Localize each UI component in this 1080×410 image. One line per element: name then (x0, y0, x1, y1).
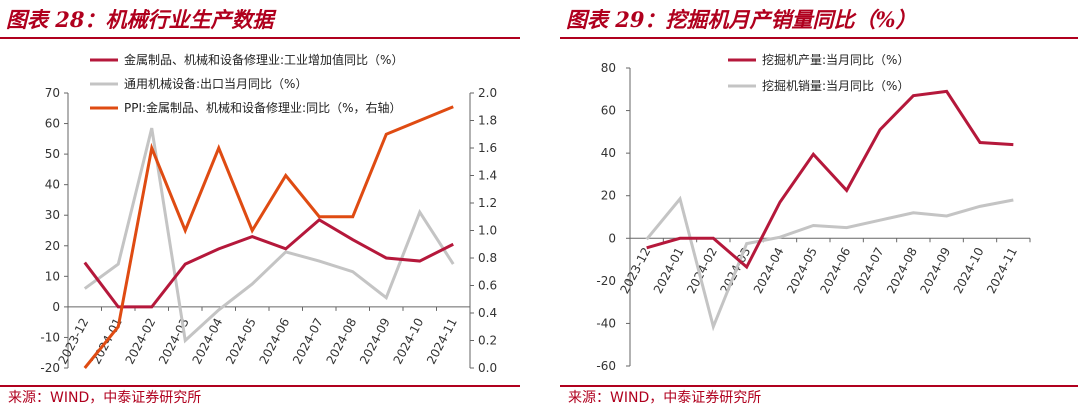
legend-label-1: 金属制品、机械和设备修理业:工业增加值同比（%） (124, 52, 403, 67)
legend-label-3: PPI:金属制品、机械和设备修理业:同比（%，右轴） (124, 100, 402, 115)
x-tick-label: 2024-08 (323, 316, 359, 367)
right-y-tick-label: 1.8 (478, 114, 497, 128)
y-tick-label: 20 (601, 189, 616, 203)
right-y-tick-label: 2.0 (478, 86, 497, 100)
left-y-tick-label: 60 (45, 117, 60, 131)
left-chart-title: 图表 28：机械行业生产数据 (6, 7, 274, 32)
x-tick-label: 2024-07 (290, 316, 326, 367)
x-tick-label: 2024-05 (223, 316, 259, 367)
right-chart-panel: 图表 29：挖掘机月产销量同比（%） -60 -40 -20 0 20 40 60 80 202… (560, 0, 1080, 410)
series-line-1 (646, 89, 1014, 270)
left-y-tick-label: -20 (40, 361, 60, 375)
x-tick-label: 2024-09 (917, 245, 953, 296)
right-title-rule (560, 37, 1078, 39)
legend-label-2: 通用机械设备:出口当月同比（%） (124, 76, 307, 91)
x-tick-label: 2024-02 (122, 316, 158, 367)
x-tick-label: 2024-04 (751, 245, 787, 296)
series-line-2 (645, 195, 1014, 332)
right-y-tick-label: 1.2 (478, 196, 497, 210)
x-tick-label: 2024-08 (884, 245, 920, 296)
x-tick-label: 2024-07 (851, 245, 887, 296)
y-tick-label: 40 (601, 146, 616, 160)
left-y-tick-label: 50 (45, 147, 60, 161)
left-chart-source: 来源：WIND，中泰证券研究所 (8, 390, 202, 406)
right-y-tick-label: 0.6 (478, 279, 497, 293)
left-chart: -20 -10 0 10 20 30 40 50 60 70 0.0 0.2 0.4 0.6 0.8 1.0 1… (40, 52, 497, 375)
x-tick-label: 2023-12 (617, 245, 653, 296)
x-tick-label: 2024-05 (784, 245, 820, 296)
x-tick-label: 2024-11 (424, 316, 460, 367)
x-tick-label: 2024-10 (390, 316, 426, 367)
right-y-tick-label: 0.0 (478, 361, 497, 375)
x-tick-label: 2024-04 (189, 316, 225, 367)
legend-label-1: 挖掘机产量:当月同比（%） (762, 52, 909, 67)
left-y-tick-label: 10 (45, 269, 60, 283)
left-title-rule (0, 37, 520, 39)
left-y-tick-label: -10 (40, 330, 60, 344)
left-y-tick-label: 20 (45, 239, 60, 253)
series-line-3 (83, 105, 454, 369)
y-tick-label: 0 (608, 231, 616, 245)
x-tick-label: 2024-11 (984, 245, 1020, 296)
right-chart-title: 图表 29：挖掘机月产销量同比（%） (566, 7, 917, 32)
series-line-2 (83, 127, 455, 344)
x-tick-label: 2024-10 (951, 245, 987, 296)
right-y-tick-label: 1.4 (478, 169, 497, 183)
x-tick-label: 2024-01 (651, 245, 687, 296)
x-tick-label: 2024-06 (256, 316, 292, 367)
series-line-1 (83, 217, 454, 309)
x-tick-label: 2024-06 (817, 245, 853, 296)
y-tick-label: -20 (596, 274, 616, 288)
y-tick-label: -60 (596, 359, 616, 373)
legend-label-2: 挖掘机销量:当月同比（%） (762, 78, 909, 93)
right-chart-source: 来源：WIND，中泰证券研究所 (568, 390, 762, 406)
y-tick-label: 80 (601, 61, 616, 75)
right-y-tick-label: 0.2 (478, 334, 497, 348)
right-y-tick-label: 1.6 (478, 141, 497, 155)
left-chart-panel: 图表 28：机械行业生产数据 -20 -10 0 10 20 30 40 50 60 70 0.0 0… (0, 0, 530, 410)
y-tick-label: 60 (601, 104, 616, 118)
right-footer-rule (560, 385, 1078, 387)
right-y-tick-label: 1.0 (478, 224, 497, 238)
left-y-tick-label: 0 (52, 300, 60, 314)
y-tick-label: -40 (596, 316, 616, 330)
x-tick-label: 2024-09 (357, 316, 393, 367)
left-y-tick-label: 40 (45, 178, 60, 192)
left-y-tick-label: 30 (45, 208, 60, 222)
x-tick-label: 2023-12 (55, 316, 91, 367)
right-y-tick-label: 0.8 (478, 251, 497, 265)
left-y-tick-label: 70 (45, 86, 60, 100)
left-footer-rule (0, 385, 520, 387)
right-chart: -60-40-200204060802023-122024-012024-022… (596, 52, 1031, 373)
right-y-tick-label: 0.4 (478, 306, 497, 320)
